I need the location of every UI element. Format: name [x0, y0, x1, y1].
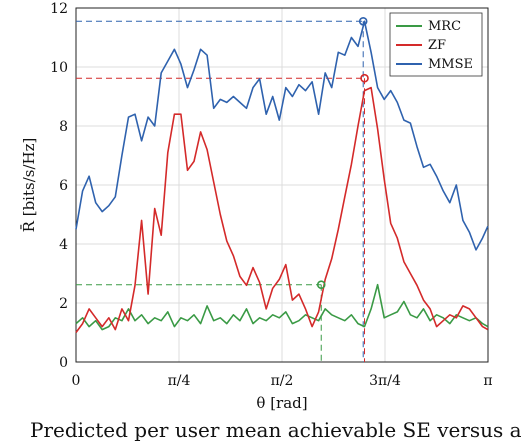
x-axis-label: θ [rad] [256, 394, 307, 412]
peak-marker-mmse [358, 16, 368, 26]
y-axis-label: R̄ [bits/s/Hz] [20, 138, 38, 233]
y-tick-label: 10 [50, 60, 68, 76]
markers-layer [316, 16, 369, 290]
peak-marker-zf [360, 73, 369, 83]
plot-frame [75, 7, 489, 363]
x-tick-label: π/4 [168, 373, 191, 389]
series-layer [75, 20, 489, 333]
y-tick-label: 6 [59, 178, 68, 194]
x-tick-label: π/2 [271, 373, 294, 389]
figure-caption: Predicted per user mean achievable SE ve… [30, 418, 522, 442]
x-tick-label: 3π/4 [369, 373, 401, 389]
y-tick-label: 0 [59, 355, 68, 371]
series-line-mrc [75, 283, 489, 331]
series-line-mmse [75, 20, 489, 251]
legend: MRC ZF MMSE [389, 12, 483, 77]
marker-guides [76, 20, 366, 362]
legend-label-mrc: MRC [428, 19, 461, 34]
y-tick-label: 2 [59, 296, 68, 312]
y-tick-label: 12 [50, 1, 68, 17]
x-tick-label: 0 [72, 373, 81, 389]
y-tick-label: 4 [59, 237, 68, 253]
x-tick-label: π [483, 373, 492, 389]
legend-box [389, 12, 483, 77]
legend-label-mmse: MMSE [428, 57, 473, 72]
legend-label-zf: ZF [428, 38, 446, 53]
ticks-layer: 0 2 4 6 8 10 12 0 π/4 π/2 3π/4 π [50, 1, 492, 389]
series-line-zf [75, 86, 489, 333]
peak-marker-mrc [316, 280, 326, 290]
y-tick-label: 8 [59, 119, 68, 135]
